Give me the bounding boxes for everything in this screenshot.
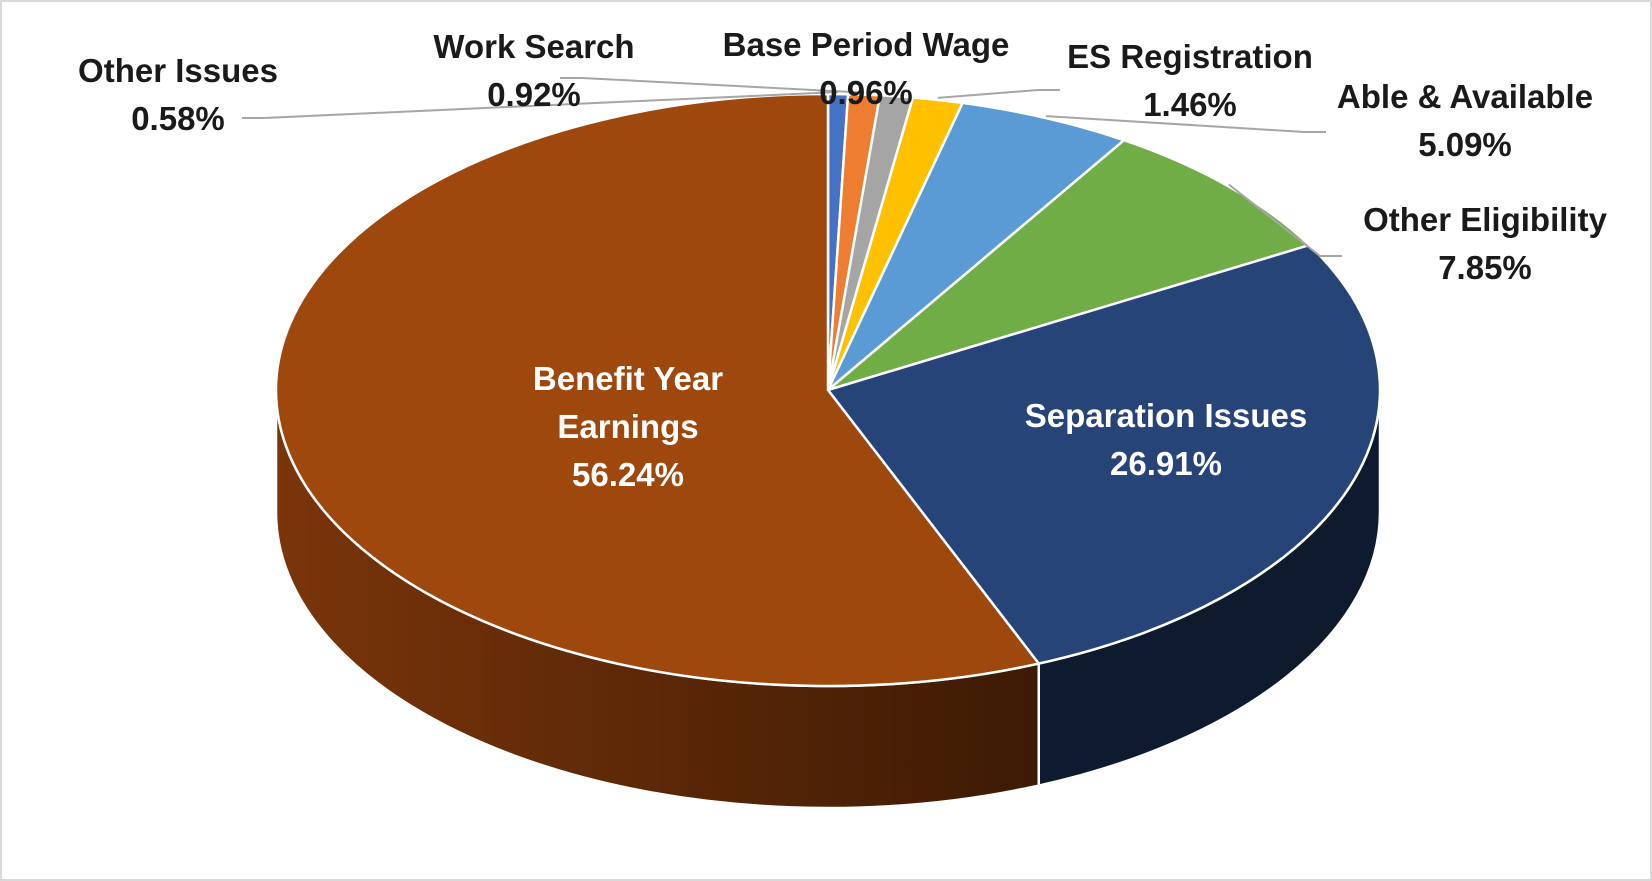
leader-lines	[242, 77, 1342, 257]
data-label-able-and-available: Able & Available 5.09%	[1337, 78, 1593, 163]
slice-separation-issues	[826, 243, 1382, 665]
pie-top-faces	[274, 92, 1382, 688]
data-label-work-search: Work Search 0.92%	[433, 28, 634, 113]
data-label-value: 5.09%	[1418, 126, 1512, 163]
data-label-separation-issues: Separation Issues 26.91%	[1025, 397, 1307, 482]
data-label-name: Able & Available	[1337, 78, 1593, 115]
leader-line-base-period-wage	[885, 93, 898, 128]
data-label-value: 56.24%	[572, 456, 684, 493]
data-label-es-registration: ES Registration 1.46%	[1067, 38, 1313, 123]
data-label-name: Base Period Wage	[723, 26, 1010, 63]
leader-line-es-registration	[937, 89, 1060, 99]
data-label-name: Separation Issues	[1025, 397, 1307, 434]
leader-line-able-and-available	[1046, 115, 1326, 133]
data-label-benefit-year-earnings: Benefit Year Earnings 56.24%	[533, 360, 723, 493]
data-label-name: Other Eligibility	[1363, 201, 1608, 238]
data-label-name: Work Search	[433, 28, 634, 65]
slice-able-and-available	[826, 101, 1126, 392]
data-label-other-eligibility: Other Eligibility 7.85%	[1363, 201, 1608, 286]
data-label-value: 0.96%	[819, 74, 913, 111]
data-label-value: 0.92%	[487, 76, 581, 113]
leader-line-other-issues	[242, 91, 839, 119]
slice-other-eligibility	[826, 138, 1311, 392]
data-label-value: 0.58%	[131, 100, 225, 137]
data-label-name: Other Issues	[78, 52, 278, 89]
data-label-value: 7.85%	[1438, 249, 1532, 286]
leader-line-work-search	[560, 77, 865, 94]
data-label-value: 26.91%	[1110, 445, 1222, 482]
data-label-other-issues: Other Issues 0.58%	[78, 52, 278, 137]
data-label-value: 1.46%	[1143, 86, 1237, 123]
data-label-name: Earnings	[557, 408, 698, 445]
data-label-name: ES Registration	[1067, 38, 1313, 75]
slice-benefit-year-earnings	[274, 92, 1040, 688]
data-label-base-period-wage: Base Period Wage 0.96%	[723, 26, 1010, 111]
data-label-name: Benefit Year	[533, 360, 723, 397]
data-labels: Other Issues 0.58% Work Search 0.92% Base Pe…	[78, 26, 1608, 493]
leader-line-other-eligibility	[1228, 183, 1342, 257]
